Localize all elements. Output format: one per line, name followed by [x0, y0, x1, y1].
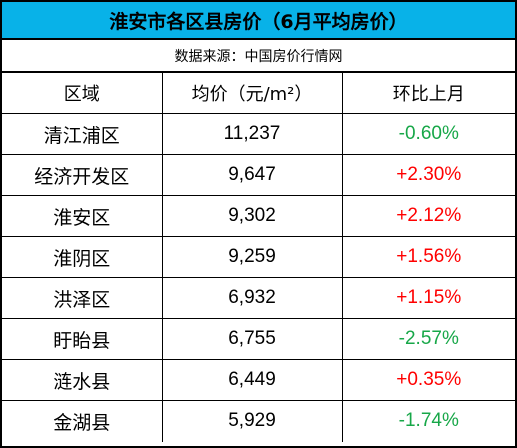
price-cell: 9,302: [161, 195, 343, 237]
district-cell: 经济开发区: [2, 154, 163, 196]
change-cell: +2.12%: [341, 195, 515, 237]
price-cell: 11,237: [161, 113, 343, 155]
change-cell: -2.57%: [341, 318, 515, 360]
district-cell: 盱眙县: [2, 318, 163, 360]
price-cell: 9,259: [161, 236, 343, 278]
data-source-note: 数据来源：中国房价行情网: [2, 40, 515, 72]
table-row: 金湖县 5,929 -1.74%: [2, 400, 515, 442]
price-table: 区域 均价（元/m²） 环比上月 清江浦区 11,237 -0.60% 经济开发…: [2, 72, 515, 442]
district-cell: 涟水县: [2, 359, 163, 401]
table-row: 涟水县 6,449 +0.35%: [2, 359, 515, 401]
change-cell: -0.60%: [341, 113, 515, 155]
table-row: 洪泽区 6,932 +1.15%: [2, 277, 515, 319]
district-cell: 金湖县: [2, 400, 163, 442]
column-header-change: 环比上月: [341, 72, 515, 114]
table-row: 盱眙县 6,755 -2.57%: [2, 318, 515, 360]
district-cell: 淮阴区: [2, 236, 163, 278]
price-cell: 5,929: [161, 400, 343, 442]
change-cell: +0.35%: [341, 359, 515, 401]
price-cell: 6,449: [161, 359, 343, 401]
price-cell: 6,755: [161, 318, 343, 360]
table-header-row: 区域 均价（元/m²） 环比上月: [2, 72, 515, 114]
district-cell: 清江浦区: [2, 113, 163, 155]
table-row: 淮安区 9,302 +2.12%: [2, 195, 515, 237]
table-title: 淮安市各区县房价（6月平均房价）: [2, 2, 515, 40]
table-row: 淮阴区 9,259 +1.56%: [2, 236, 515, 278]
column-header-price: 均价（元/m²）: [161, 72, 343, 114]
change-cell: -1.74%: [341, 400, 515, 442]
district-cell: 洪泽区: [2, 277, 163, 319]
table-row: 清江浦区 11,237 -0.60%: [2, 113, 515, 155]
price-cell: 9,647: [161, 154, 343, 196]
table-row: 经济开发区 9,647 +2.30%: [2, 154, 515, 196]
change-cell: +1.15%: [341, 277, 515, 319]
column-header-district: 区域: [2, 72, 163, 114]
district-cell: 淮安区: [2, 195, 163, 237]
change-cell: +1.56%: [341, 236, 515, 278]
price-cell: 6,932: [161, 277, 343, 319]
change-cell: +2.30%: [341, 154, 515, 196]
